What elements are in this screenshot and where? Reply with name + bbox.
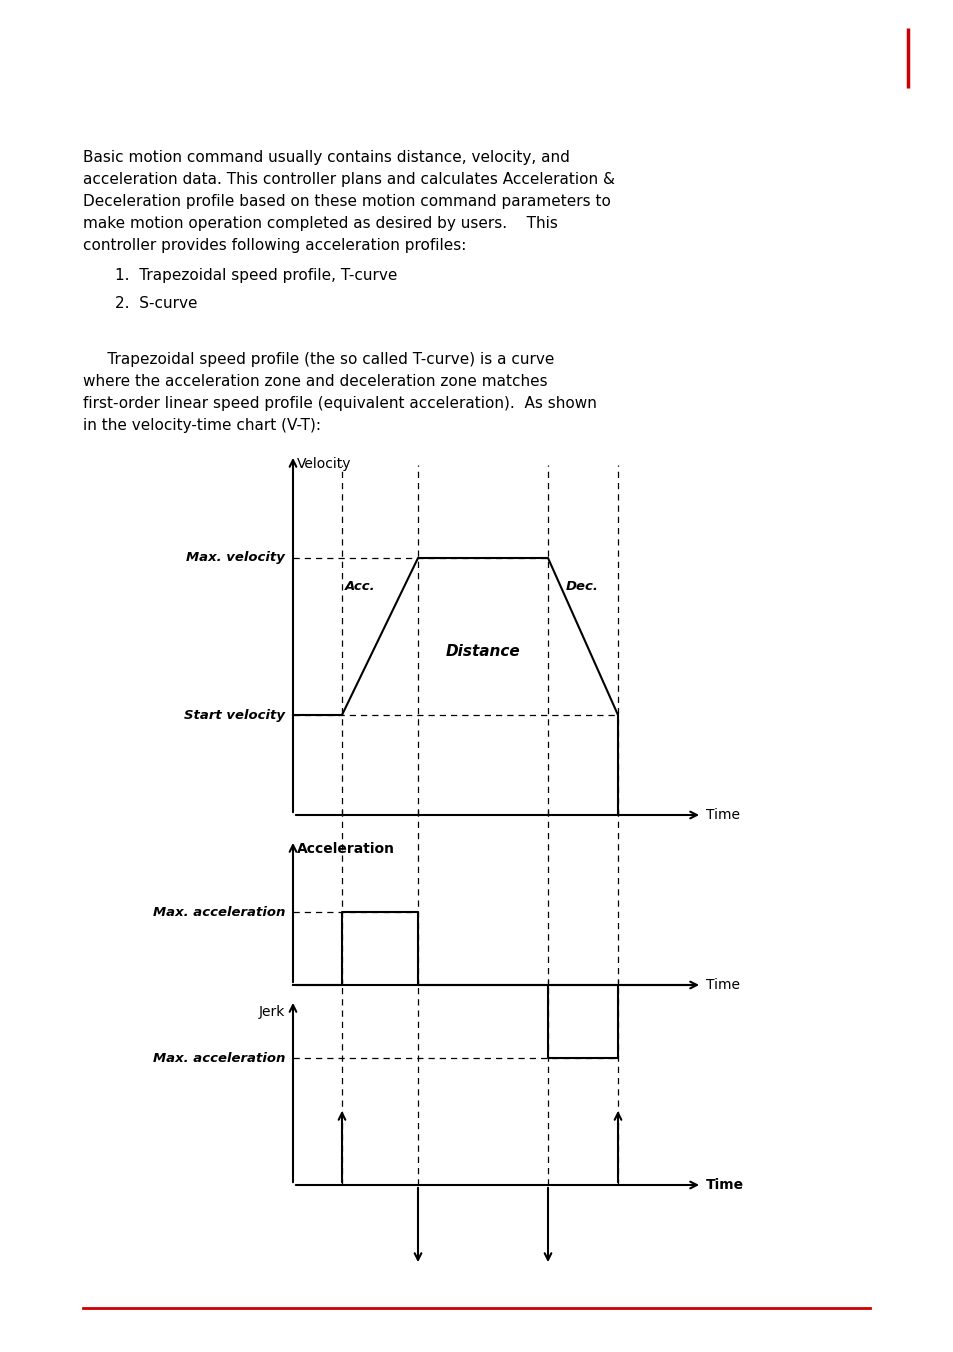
- Text: Start velocity: Start velocity: [184, 708, 285, 722]
- Text: Max. acceleration: Max. acceleration: [152, 906, 285, 918]
- Text: controller provides following acceleration profiles:: controller provides following accelerati…: [83, 238, 466, 253]
- Text: Jerk: Jerk: [258, 1005, 285, 1019]
- Text: Basic motion command usually contains distance, velocity, and: Basic motion command usually contains di…: [83, 150, 569, 165]
- Text: where the acceleration zone and deceleration zone matches: where the acceleration zone and decelera…: [83, 375, 547, 389]
- Text: Time: Time: [705, 977, 740, 992]
- Text: acceleration data. This controller plans and calculates Acceleration &: acceleration data. This controller plans…: [83, 172, 615, 187]
- Text: Acc.: Acc.: [345, 580, 375, 592]
- Text: 2.  S-curve: 2. S-curve: [115, 296, 197, 311]
- Text: Max. acceleration: Max. acceleration: [152, 1052, 285, 1064]
- Text: 1.  Trapezoidal speed profile, T-curve: 1. Trapezoidal speed profile, T-curve: [115, 268, 397, 283]
- Text: Distance: Distance: [445, 644, 519, 658]
- Text: Max. velocity: Max. velocity: [186, 552, 285, 565]
- Text: Trapezoidal speed profile (the so called T-curve) is a curve: Trapezoidal speed profile (the so called…: [83, 352, 554, 366]
- Text: Time: Time: [705, 1178, 743, 1192]
- Text: Deceleration profile based on these motion command parameters to: Deceleration profile based on these moti…: [83, 193, 610, 210]
- Text: Acceleration: Acceleration: [296, 842, 395, 856]
- Text: make motion operation completed as desired by users.    This: make motion operation completed as desir…: [83, 216, 558, 231]
- Text: Dec.: Dec.: [565, 580, 598, 592]
- Text: in the velocity-time chart (V-T):: in the velocity-time chart (V-T):: [83, 418, 320, 433]
- Text: Velocity: Velocity: [296, 457, 351, 470]
- Text: first-order linear speed profile (equivalent acceleration).  As shown: first-order linear speed profile (equiva…: [83, 396, 597, 411]
- Text: Time: Time: [705, 808, 740, 822]
